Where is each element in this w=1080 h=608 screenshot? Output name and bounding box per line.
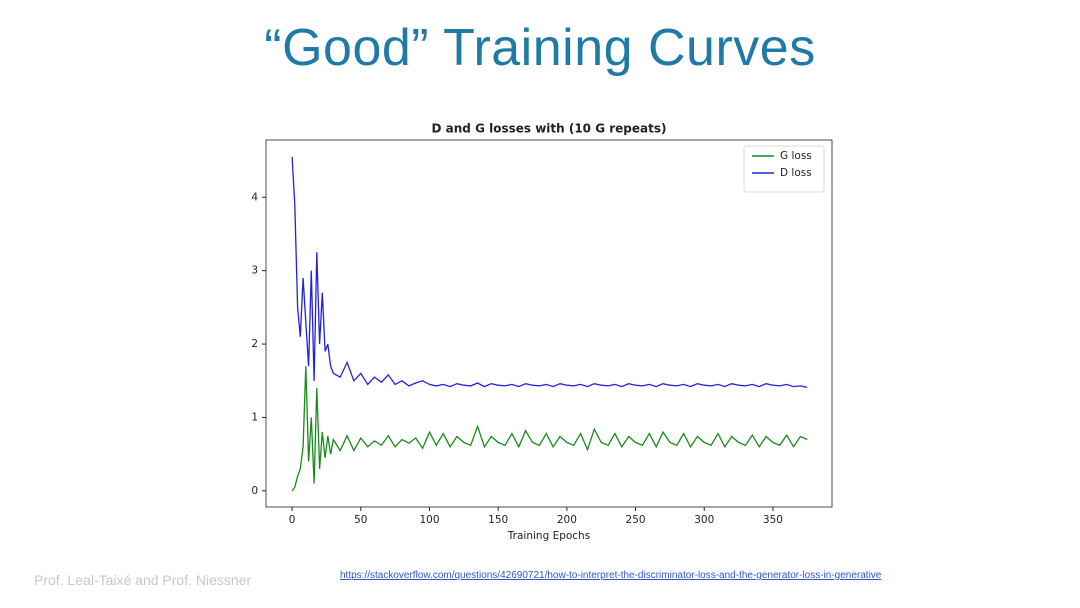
x-tick-label: 50 bbox=[354, 514, 367, 526]
series-line bbox=[291, 156, 808, 389]
legend-label: D loss bbox=[780, 167, 812, 179]
x-tick-label: 150 bbox=[488, 514, 508, 526]
legend-box bbox=[743, 145, 825, 193]
x-tick-label: 250 bbox=[626, 514, 646, 526]
chart: D and G losses with (10 G repeats) Train… bbox=[251, 122, 833, 542]
source-link[interactable]: https://stackoverflow.com/questions/4269… bbox=[340, 570, 882, 581]
footer: Prof. Leal-Taixé and Prof. Niessner bbox=[34, 572, 252, 588]
slide-title: “Good” Training Curves bbox=[264, 19, 816, 77]
x-tick-label: 0 bbox=[289, 514, 296, 526]
y-tick-label: 1 bbox=[251, 411, 258, 423]
x-axis-label: Training Epochs bbox=[507, 530, 590, 542]
legend-label: G loss bbox=[780, 150, 812, 162]
y-tick-label: 2 bbox=[251, 338, 258, 350]
chart-title: D and G losses with (10 G repeats) bbox=[432, 122, 667, 136]
series-line bbox=[291, 366, 808, 492]
plot-area bbox=[265, 139, 833, 508]
x-tick-label: 100 bbox=[419, 514, 439, 526]
x-tick-label: 300 bbox=[694, 514, 714, 526]
y-tick-label: 0 bbox=[251, 485, 258, 497]
x-tick-label: 350 bbox=[763, 514, 783, 526]
y-tick-label: 4 bbox=[251, 191, 258, 203]
x-tick-label: 200 bbox=[557, 514, 577, 526]
y-tick-label: 3 bbox=[251, 265, 258, 277]
